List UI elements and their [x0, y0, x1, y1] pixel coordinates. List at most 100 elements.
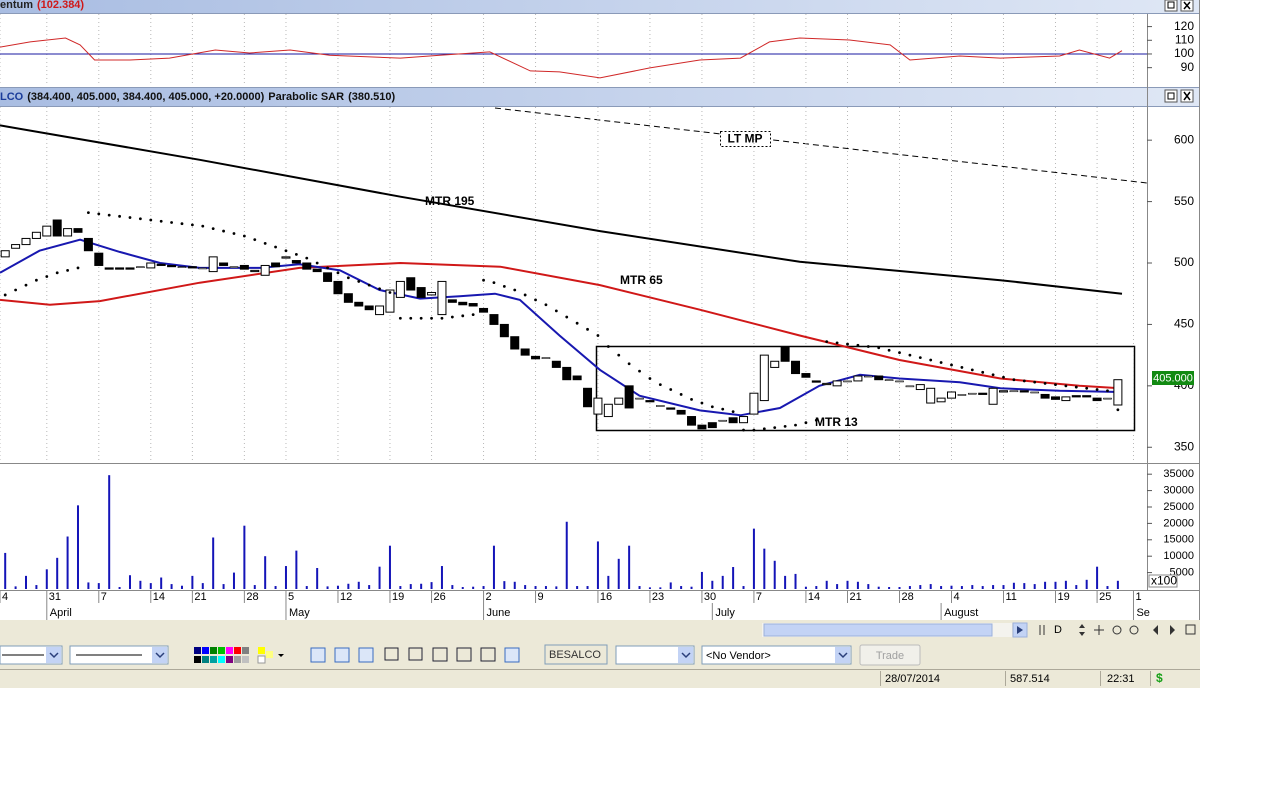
- dropdown-arrow[interactable]: [678, 647, 693, 663]
- volume-bar: [472, 586, 475, 589]
- sar-dot: [305, 256, 309, 260]
- swatch[interactable]: [226, 656, 233, 663]
- tool-button[interactable]: [408, 647, 423, 661]
- sar-dot: [440, 316, 444, 320]
- vendor-dropdown[interactable]: [701, 645, 852, 665]
- sar-dot: [86, 211, 90, 215]
- swatch[interactable]: [210, 656, 217, 663]
- icon[interactable]: [1129, 625, 1139, 635]
- month-label: June: [487, 607, 511, 619]
- candle: [583, 387, 593, 408]
- swatch[interactable]: [218, 647, 225, 654]
- candle: [687, 416, 697, 426]
- tool-button[interactable]: [504, 647, 520, 663]
- x-tick-label: 14: [808, 591, 820, 603]
- volume-bar: [440, 566, 443, 589]
- swatch[interactable]: [202, 656, 209, 663]
- dropdown-arrow[interactable]: [46, 647, 61, 663]
- dropdown[interactable]: [615, 645, 695, 665]
- volume-bar: [950, 585, 953, 589]
- sar-dot: [97, 212, 101, 216]
- sar-dot: [128, 216, 132, 219]
- volume-bar: [201, 583, 204, 589]
- swatch[interactable]: [234, 647, 241, 654]
- y-tick-label: 500: [1174, 255, 1194, 269]
- swatch[interactable]: [210, 647, 217, 654]
- maximize-button[interactable]: [1164, 0, 1178, 12]
- sar-dot: [201, 224, 205, 228]
- volume-bar: [690, 586, 693, 589]
- icon: [1167, 1, 1175, 9]
- swatch[interactable]: [234, 656, 241, 663]
- moving-average-line: [0, 124, 1123, 295]
- sar-dot: [149, 218, 153, 222]
- volume-bar: [357, 581, 360, 589]
- sar-dot: [1002, 375, 1005, 379]
- sar-dot: [700, 401, 704, 405]
- candle: [791, 360, 801, 375]
- volume-bar: [669, 582, 672, 589]
- icon[interactable]: [1112, 625, 1122, 635]
- swatch[interactable]: [218, 656, 225, 663]
- swatch[interactable]: [258, 647, 265, 654]
- tool-button[interactable]: [384, 647, 399, 661]
- swatch[interactable]: [257, 655, 266, 664]
- candle: [291, 260, 301, 264]
- status-date: 28/07/2014: [885, 673, 940, 685]
- swatch[interactable]: [194, 656, 201, 663]
- tool-button[interactable]: [358, 647, 374, 663]
- candle: [572, 375, 582, 381]
- icon[interactable]: [1039, 625, 1045, 635]
- volume-bar: [108, 475, 111, 589]
- candle: [385, 289, 395, 313]
- sar-dot: [180, 222, 184, 226]
- sar-dot: [898, 351, 901, 355]
- sar-dot: [107, 213, 111, 217]
- trade-button[interactable]: [859, 644, 921, 666]
- candle: [988, 387, 998, 405]
- volume-bar: [409, 584, 412, 589]
- dropdown-arrow[interactable]: [835, 647, 850, 663]
- sar-dot: [409, 316, 413, 320]
- scroll-thumb[interactable]: [763, 623, 993, 637]
- volume-bar: [638, 586, 641, 589]
- tool-button[interactable]: [480, 647, 496, 662]
- y-tick-label: 120: [1174, 19, 1194, 33]
- color-palette[interactable]: [194, 647, 284, 664]
- icon[interactable]: [1079, 624, 1085, 636]
- candle: [707, 422, 717, 429]
- icon[interactable]: [1094, 625, 1104, 635]
- swatch[interactable]: [266, 651, 273, 658]
- maximize-button[interactable]: [1164, 89, 1178, 103]
- sar-dot: [710, 405, 714, 409]
- candle: [0, 250, 10, 258]
- candle: [1092, 397, 1102, 402]
- candle: [635, 397, 644, 400]
- volume-bar: [451, 585, 454, 589]
- swatch[interactable]: [242, 656, 249, 663]
- nav-button[interactable]: D: [1054, 624, 1062, 636]
- volume-bar: [929, 584, 932, 589]
- swatch[interactable]: [226, 647, 233, 654]
- tool-button[interactable]: [310, 647, 326, 663]
- y-tick-label: 600: [1174, 132, 1194, 146]
- swatch[interactable]: [194, 647, 201, 654]
- x-tick-label: 21: [194, 591, 206, 603]
- icon[interactable]: [1185, 624, 1196, 635]
- tool-button[interactable]: [456, 647, 472, 662]
- volume-bar: [524, 585, 527, 589]
- tool-button[interactable]: [334, 647, 350, 663]
- volume-bar: [628, 545, 631, 589]
- sar-dot: [804, 421, 808, 425]
- volume-bar: [149, 583, 152, 589]
- symbol-input[interactable]: [544, 644, 608, 665]
- tool-button[interactable]: [432, 647, 448, 662]
- x-tick-label: 30: [704, 591, 716, 603]
- swatch[interactable]: [242, 647, 249, 654]
- candle: [208, 256, 218, 273]
- icon[interactable]: [1153, 625, 1175, 635]
- swatch[interactable]: [202, 647, 209, 654]
- dropdown-arrow[interactable]: [152, 647, 167, 663]
- volume-bar: [232, 572, 235, 589]
- volume-bar: [128, 575, 131, 589]
